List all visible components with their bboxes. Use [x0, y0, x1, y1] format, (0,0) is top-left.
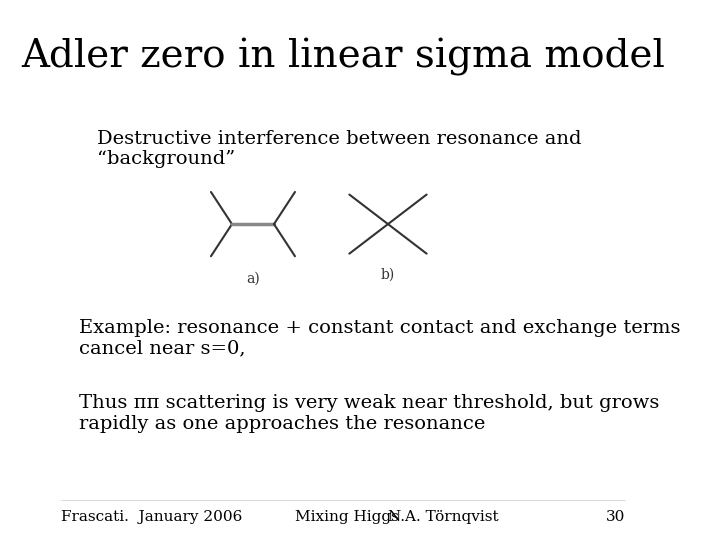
Text: Adler zero in linear sigma model: Adler zero in linear sigma model — [21, 38, 665, 76]
Text: Frascati.  January 2006: Frascati. January 2006 — [61, 510, 243, 524]
Text: Example: resonance + constant contact and exchange terms
cancel near s=0,: Example: resonance + constant contact an… — [79, 319, 680, 357]
Text: 30: 30 — [606, 510, 625, 524]
Text: a): a) — [246, 271, 260, 285]
Text: N.A. Törnqvist: N.A. Törnqvist — [388, 510, 499, 524]
Text: Mixing Higgs: Mixing Higgs — [295, 510, 399, 524]
Text: Thus ππ scattering is very weak near threshold, but grows
rapidly as one approac: Thus ππ scattering is very weak near thr… — [79, 394, 660, 433]
Text: b): b) — [381, 268, 395, 281]
Text: Destructive interference between resonance and
“background”: Destructive interference between resonan… — [97, 130, 582, 168]
